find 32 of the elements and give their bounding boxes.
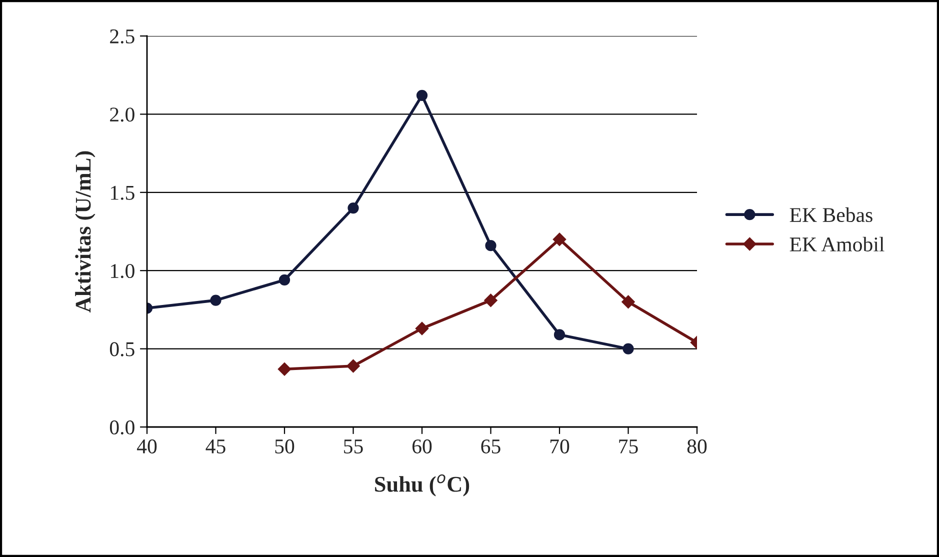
y-tick-label: 2.0 (110, 108, 134, 122)
point (484, 294, 498, 307)
x-tick-label: 70 (550, 439, 570, 454)
point (554, 329, 566, 340)
y-tick-label: 0.0 (110, 420, 134, 435)
y-tick-label: 2.5 (110, 29, 134, 44)
point (278, 362, 292, 376)
x-axis-title: Suhu ($^{o}$C) (375, 474, 470, 496)
point (348, 202, 359, 214)
point (485, 240, 496, 252)
x-tick-label: 75 (619, 440, 638, 454)
y-tick-label: 1.5 (110, 186, 134, 200)
y-tick-label: 1.0 (110, 264, 134, 278)
y-tick-label: 0.5 (110, 342, 134, 356)
point (552, 232, 566, 246)
legend-label: EK Amobil (790, 236, 884, 252)
y-axis-title: Aktivitas (U/mL) (75, 151, 96, 312)
x-tick-label: 65 (481, 439, 500, 454)
point (622, 295, 635, 308)
point (622, 343, 634, 354)
point (278, 274, 290, 286)
x-tick-label: 60 (412, 439, 432, 454)
x-tick-label: 80 (687, 439, 707, 454)
x-tick-label: 45 (206, 440, 226, 454)
x-tick-label: 40 (136, 439, 157, 454)
legend-label: EK Bebas (790, 207, 872, 222)
point (416, 90, 428, 101)
point (415, 322, 429, 336)
point (346, 359, 360, 373)
point (210, 294, 222, 306)
x-tick-label: 50 (275, 439, 294, 454)
x-tick-label: 55 (344, 440, 363, 454)
